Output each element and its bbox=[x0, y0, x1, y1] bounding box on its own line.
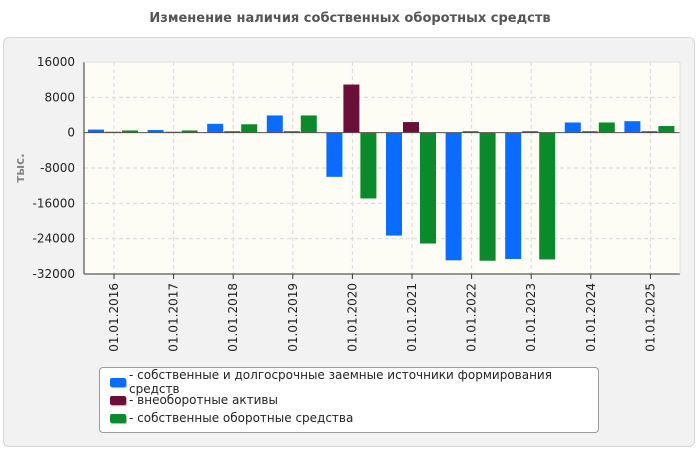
x-tick-label: 01.01.2016 bbox=[107, 283, 121, 352]
bar bbox=[445, 132, 462, 261]
y-tick-label: -16000 bbox=[32, 196, 75, 210]
bar bbox=[266, 115, 283, 133]
bar bbox=[505, 132, 522, 259]
bar bbox=[207, 123, 224, 133]
legend-swatch-noncurrent-assets bbox=[110, 395, 126, 405]
bar bbox=[181, 130, 198, 133]
bar bbox=[564, 122, 581, 133]
y-tick-label: 8000 bbox=[44, 90, 75, 104]
bar bbox=[343, 84, 360, 133]
y-tick-label: -32000 bbox=[32, 267, 75, 281]
x-tick-label: 01.01.2022 bbox=[465, 283, 479, 352]
bar bbox=[624, 121, 641, 133]
bar bbox=[224, 131, 241, 133]
x-tick-label: 01.01.2019 bbox=[286, 283, 300, 352]
legend-item-noncurrent-assets: - внеоборотные активы bbox=[110, 391, 598, 409]
legend-item-working-capital: - собственные оборотные средства bbox=[110, 409, 598, 427]
x-tick-label: 01.01.2020 bbox=[345, 283, 359, 352]
y-axis-label: тыс. bbox=[13, 153, 27, 182]
x-tick-label: 01.01.2017 bbox=[167, 283, 181, 352]
axes bbox=[83, 61, 681, 279]
x-tick-label: 01.01.2018 bbox=[226, 283, 240, 352]
bar bbox=[462, 131, 479, 133]
bar bbox=[88, 129, 104, 133]
bar bbox=[539, 132, 556, 260]
bar bbox=[300, 115, 317, 133]
chart-title: Изменение наличия собственных оборотных … bbox=[149, 11, 551, 26]
legend: - собственные и долгосрочные заемные ист… bbox=[99, 367, 599, 433]
legend-label-working-capital: - собственные оборотные средства bbox=[129, 411, 354, 425]
bars bbox=[88, 84, 675, 261]
y-tick-label: 16000 bbox=[37, 55, 75, 69]
x-tick-label: 01.01.2024 bbox=[584, 283, 598, 352]
x-tick-label: 01.01.2023 bbox=[524, 283, 538, 352]
bar bbox=[598, 122, 615, 133]
bar bbox=[420, 132, 436, 244]
bar bbox=[386, 132, 402, 236]
y-tick-labels: 16000 8000 0 -8000 -16000 -24000 -32000 bbox=[32, 55, 75, 281]
legend-swatch-sources bbox=[110, 377, 126, 387]
bar bbox=[326, 132, 343, 177]
y-tick-label: -24000 bbox=[32, 232, 75, 246]
legend-swatch-working-capital bbox=[110, 413, 126, 423]
bar bbox=[283, 131, 300, 133]
bar bbox=[479, 132, 496, 261]
bar bbox=[522, 131, 539, 133]
bar bbox=[641, 131, 658, 133]
bar bbox=[241, 124, 258, 133]
legend-label-noncurrent-assets: - внеоборотные активы bbox=[129, 393, 278, 407]
x-tick-labels: 01.01.2016 01.01.2017 01.01.2018 01.01.2019… bbox=[107, 283, 657, 352]
bar bbox=[658, 126, 675, 133]
legend-label-sources: - собственные и долгосрочные заемные ист… bbox=[129, 368, 552, 396]
bar bbox=[581, 131, 598, 133]
bar bbox=[360, 132, 377, 199]
x-tick-label: 01.01.2021 bbox=[405, 283, 419, 352]
bar bbox=[147, 130, 164, 133]
bar bbox=[122, 130, 138, 133]
legend-item-sources: - собственные и долгосрочные заемные ист… bbox=[110, 368, 598, 396]
y-tick-label: 0 bbox=[67, 126, 75, 140]
y-tick-label: -8000 bbox=[40, 161, 75, 175]
bar bbox=[403, 122, 419, 133]
x-tick-label: 01.01.2025 bbox=[643, 283, 657, 352]
